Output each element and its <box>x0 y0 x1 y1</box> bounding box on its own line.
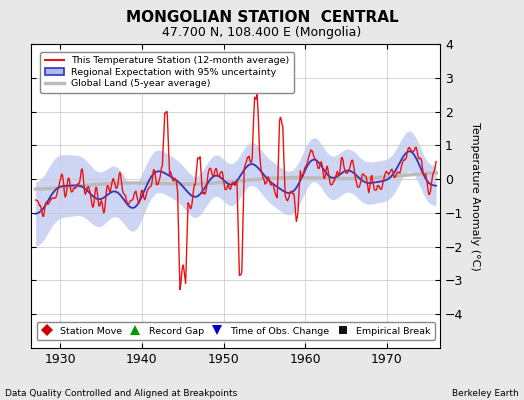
Legend: Station Move, Record Gap, Time of Obs. Change, Empirical Break: Station Move, Record Gap, Time of Obs. C… <box>37 322 435 340</box>
Text: 47.700 N, 108.400 E (Mongolia): 47.700 N, 108.400 E (Mongolia) <box>162 26 362 39</box>
Text: Berkeley Earth: Berkeley Earth <box>452 389 519 398</box>
Y-axis label: Temperature Anomaly (°C): Temperature Anomaly (°C) <box>470 122 480 270</box>
Text: MONGOLIAN STATION  CENTRAL: MONGOLIAN STATION CENTRAL <box>126 10 398 25</box>
Text: Data Quality Controlled and Aligned at Breakpoints: Data Quality Controlled and Aligned at B… <box>5 389 237 398</box>
